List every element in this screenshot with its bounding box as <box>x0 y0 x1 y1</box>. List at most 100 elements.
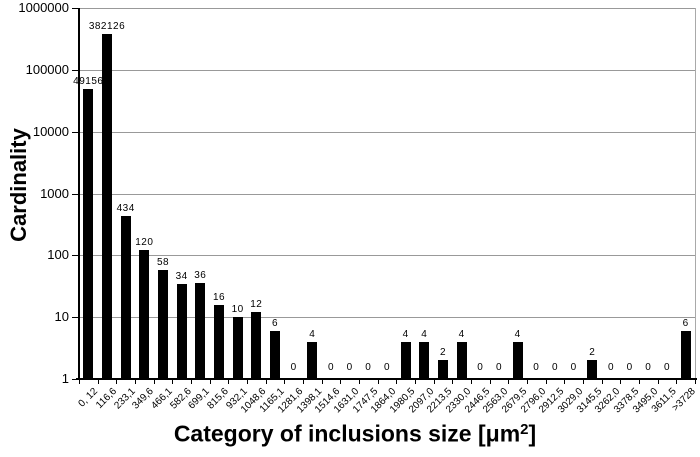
y-tick-label: 1 <box>61 371 69 386</box>
x-axis-tick <box>172 379 174 384</box>
bar <box>214 304 224 379</box>
x-axis-tick <box>620 379 622 384</box>
bar-value-label: 0 <box>365 362 372 373</box>
bar-value-label: 4 <box>421 328 428 340</box>
x-axis-tick <box>191 379 192 384</box>
bar-value-label: 58 <box>156 257 170 268</box>
bar-value-label: 0 <box>607 362 615 373</box>
bar <box>176 284 187 379</box>
plot-right-border <box>695 8 696 379</box>
x-axis-tick <box>415 379 416 384</box>
x-tick-label: 466,1 <box>149 386 175 412</box>
bar-value-label: 4 <box>309 328 316 340</box>
bar-value-label: 49156 <box>73 75 104 87</box>
bar <box>419 341 430 379</box>
y-tick-label: 100 <box>47 247 69 263</box>
x-axis-tick <box>97 379 99 384</box>
bar-value-label: 4 <box>458 328 465 340</box>
x-axis-tick <box>153 379 155 384</box>
bar <box>438 360 448 379</box>
bar-value-label: 16 <box>212 291 226 303</box>
y-gridline <box>79 193 695 195</box>
x-axis-tick <box>695 379 696 384</box>
y-tick-label: 1000000 <box>18 0 69 15</box>
bar-value-label: 0 <box>383 362 391 373</box>
y-tick-label: 1000 <box>40 185 69 201</box>
x-axis-tick <box>564 379 566 384</box>
x-axis-tick <box>657 379 659 384</box>
bar-value-label: 120 <box>135 237 154 249</box>
bar-value-label: 0 <box>477 362 484 373</box>
x-axis-tick <box>247 379 248 384</box>
x-axis-title: Category of inclusions size [μm2] <box>30 420 680 448</box>
bar-value-label: 2 <box>439 347 447 359</box>
bar-value-label: 0 <box>626 362 633 373</box>
bar-value-label: 34 <box>175 271 188 283</box>
x-axis-tick <box>639 379 640 384</box>
x-axis-tick <box>433 379 435 384</box>
bar-value-label: 434 <box>116 202 135 214</box>
bar <box>83 88 94 379</box>
y-gridline <box>79 131 695 133</box>
bar-value-label: 0 <box>570 362 577 373</box>
bar-value-label: 2 <box>589 347 596 359</box>
y-axis-tick <box>72 193 78 195</box>
x-axis-tick <box>209 379 211 384</box>
x-tick-label: 815,6 <box>205 386 231 412</box>
x-axis-tick <box>452 379 454 384</box>
x-axis-tick <box>265 379 267 384</box>
bar <box>158 270 168 379</box>
x-axis-tick <box>359 379 360 384</box>
y-axis-tick <box>72 131 78 133</box>
bar-value-label: 0 <box>495 362 503 373</box>
y-gridline <box>79 8 695 9</box>
x-axis-tick <box>527 379 528 384</box>
x-axis-tick <box>489 379 491 384</box>
bar-value-label: 0 <box>327 362 335 373</box>
y-axis-tick <box>72 317 78 319</box>
x-axis-tick <box>508 379 510 384</box>
bar-value-label: 12 <box>250 299 263 311</box>
y-axis-line <box>78 8 80 380</box>
bar-value-label: 0 <box>346 362 353 373</box>
bar <box>120 215 131 379</box>
bar <box>400 341 411 379</box>
x-axis-tick <box>303 379 304 384</box>
x-axis-title-bracket: ] <box>528 420 537 447</box>
bar-value-label: 0 <box>533 362 540 373</box>
y-tick-label: 10000 <box>32 123 69 139</box>
bar <box>587 360 598 379</box>
y-gridline <box>79 255 695 257</box>
x-axis-tick <box>471 379 472 384</box>
bar-value-label: 382126 <box>88 20 126 32</box>
x-axis-tick <box>116 379 118 384</box>
bar <box>456 341 467 379</box>
x-axis-title-superscript: 2 <box>520 421 529 438</box>
x-axis-title-text: Category of inclusions size [μm <box>173 420 521 447</box>
x-axis-tick <box>676 379 678 384</box>
bar <box>512 341 523 379</box>
x-axis-tick <box>601 379 603 384</box>
bar-value-label: 0 <box>551 362 559 373</box>
bar <box>232 317 243 379</box>
x-axis-tick <box>79 379 80 384</box>
bar <box>102 33 112 379</box>
y-axis-title: Cardinality <box>6 128 31 242</box>
bar <box>251 312 262 379</box>
x-axis-tick <box>545 379 547 384</box>
bar-value-label: 0 <box>645 362 652 373</box>
bar <box>195 282 206 379</box>
y-axis-tick <box>72 8 78 9</box>
bar <box>680 330 691 379</box>
x-axis-tick <box>321 379 323 384</box>
bar-value-label: 4 <box>402 328 409 340</box>
x-axis-line <box>76 378 697 380</box>
y-tick-label: 100000 <box>25 61 69 77</box>
y-tick-label: 10 <box>54 309 69 325</box>
bar <box>270 330 280 379</box>
x-axis-tick <box>228 379 230 384</box>
x-axis-tick <box>284 379 286 384</box>
x-axis-tick <box>583 379 584 384</box>
y-axis-tick <box>72 379 78 380</box>
